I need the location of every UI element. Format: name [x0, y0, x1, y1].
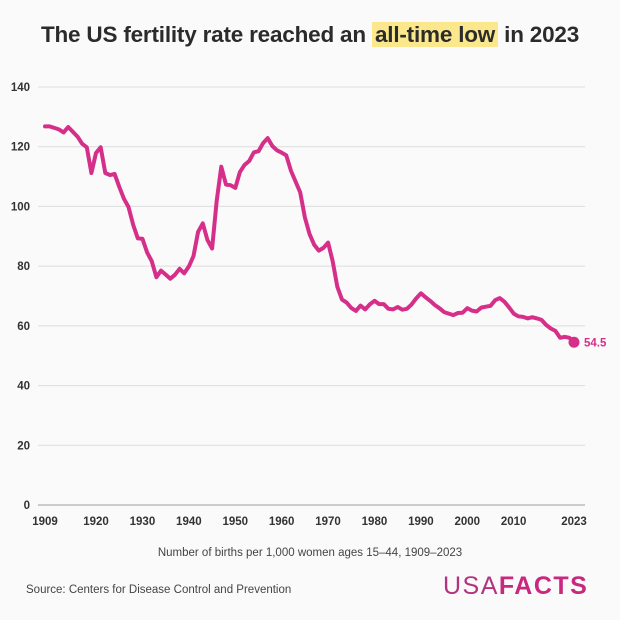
- y-tick-label: 0: [24, 500, 30, 512]
- y-tick-label: 120: [11, 142, 30, 154]
- title-text: The US fertility rate reached an: [40, 22, 372, 47]
- x-tick-label: 1940: [176, 516, 202, 528]
- y-tick-label: 80: [17, 261, 30, 273]
- x-tick-label: 1980: [362, 516, 388, 528]
- x-tick-label: 1950: [222, 516, 248, 528]
- end-point-marker: [568, 336, 580, 348]
- y-tick-label: 140: [11, 82, 30, 94]
- y-tick-label: 60: [17, 321, 30, 333]
- x-tick-label: 1920: [83, 516, 109, 528]
- logo-light: USA: [443, 572, 499, 600]
- x-tick-label: 1909: [32, 516, 58, 528]
- x-tick-label: 1960: [269, 516, 295, 528]
- title-text-end: in 2023: [498, 22, 580, 47]
- x-tick-label: 1990: [408, 516, 434, 528]
- x-tick-label: 2000: [454, 516, 480, 528]
- logo-bold: FACTS: [498, 572, 589, 600]
- usafacts-logo: USAFACTS: [443, 572, 588, 601]
- x-tick-label: 1930: [130, 516, 156, 528]
- end-value-label: 54.5: [584, 337, 607, 349]
- source-note: Source: Centers for Disease Control and …: [26, 584, 292, 596]
- x-axis-caption: Number of births per 1,000 women ages 15…: [157, 547, 463, 559]
- y-tick-label: 20: [17, 440, 30, 452]
- y-tick-label: 40: [17, 381, 30, 393]
- x-tick-label: 2023: [561, 516, 587, 528]
- x-tick-label: 1970: [315, 516, 341, 528]
- fertility-rate-line: [43, 124, 576, 345]
- title-highlight: all-time low: [371, 22, 499, 47]
- chart-title: The US fertility rate reached an all-tim…: [0, 22, 620, 48]
- y-tick-label: 100: [11, 201, 30, 213]
- x-tick-label: 2010: [501, 516, 527, 528]
